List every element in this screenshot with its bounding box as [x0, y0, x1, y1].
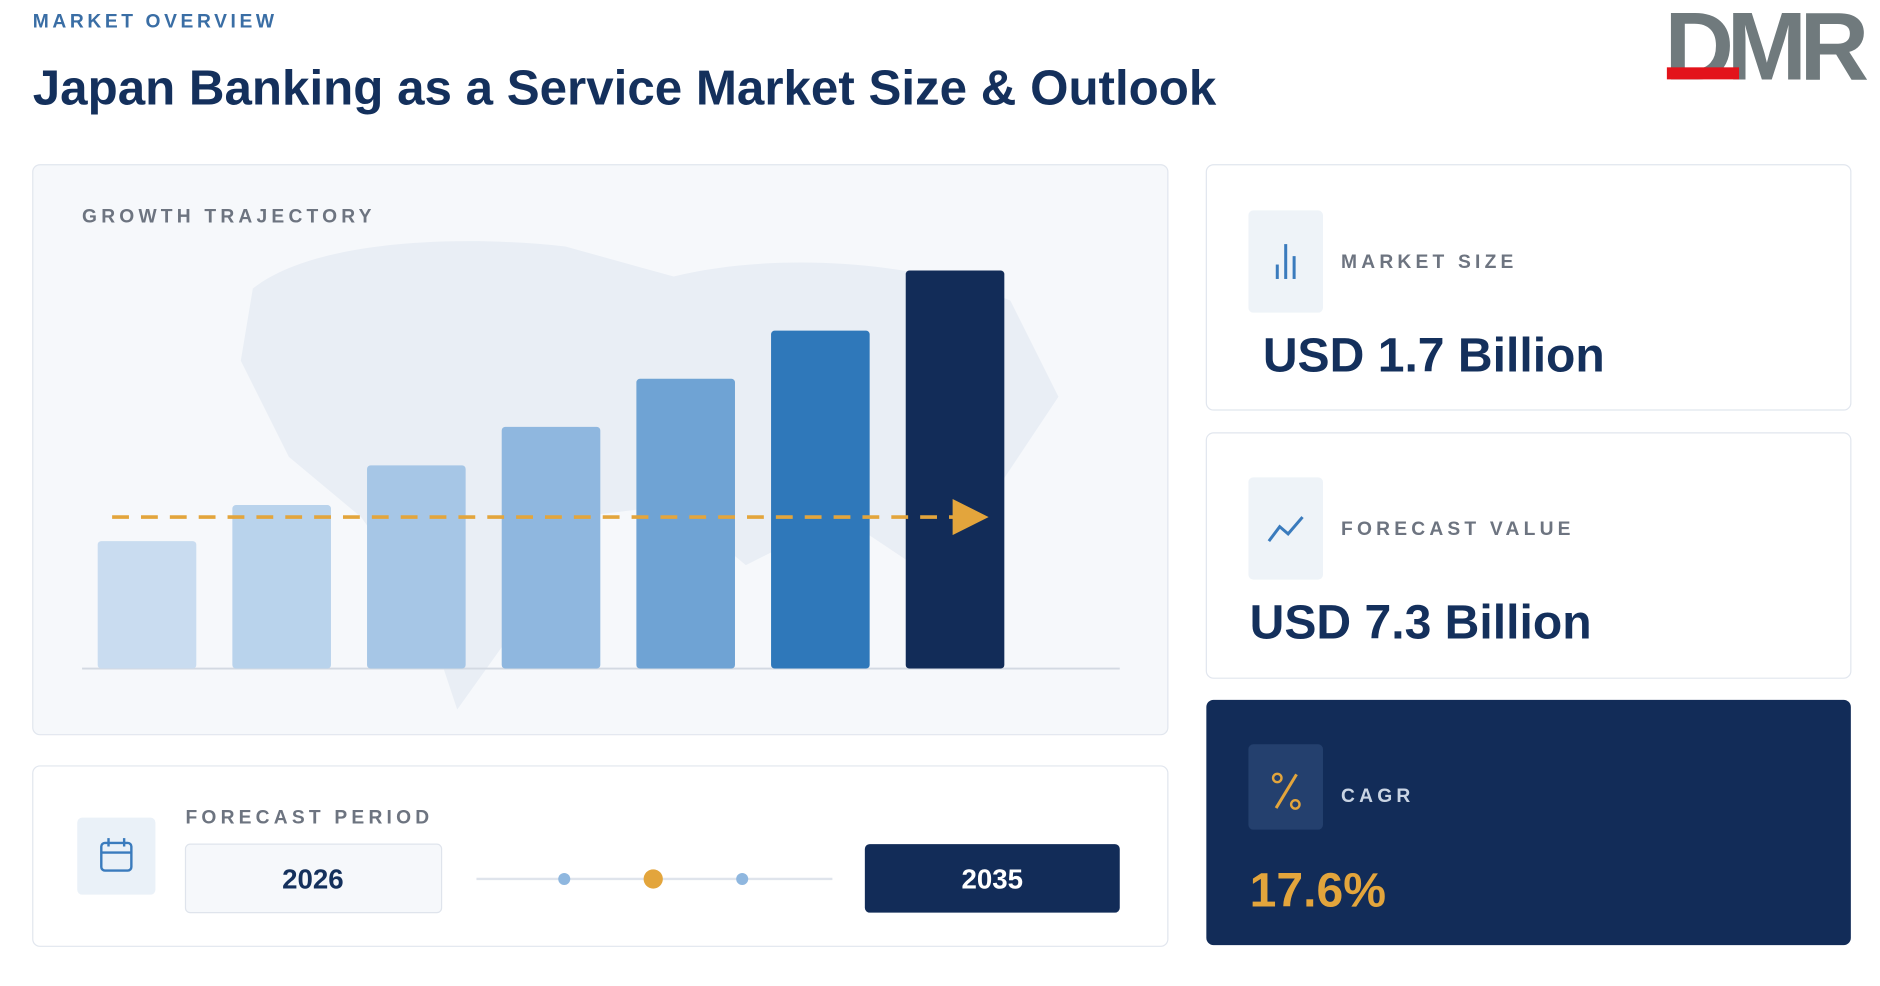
logo-accent — [1666, 67, 1740, 80]
bar — [636, 378, 735, 669]
timeline-dot — [736, 872, 749, 885]
timeline-dot — [643, 869, 663, 889]
bar-icon — [1275, 244, 1296, 279]
page-title: Japan Banking as a Service Market Size &… — [33, 61, 1217, 116]
metric-card — [1205, 432, 1852, 679]
trend-icon — [1267, 516, 1304, 542]
icon-bg — [1248, 477, 1323, 580]
percent-icon — [1271, 772, 1301, 810]
end-year: 2035 — [962, 864, 1024, 895]
icon-bg — [1248, 744, 1323, 830]
eyebrow: MARKET OVERVIEW — [33, 12, 278, 33]
bar — [771, 330, 870, 669]
calendar-icon — [100, 838, 133, 872]
start-box — [184, 843, 443, 914]
bar — [232, 505, 331, 669]
metric-card-highlight — [1206, 699, 1851, 946]
card-label: GROWTH TRAJECTORY — [82, 206, 376, 227]
bar — [97, 541, 197, 669]
end-box — [864, 844, 1120, 913]
timeline-dot — [558, 872, 571, 885]
bar — [501, 426, 601, 669]
start-year: 2026 — [282, 864, 344, 895]
bars — [97, 270, 1005, 669]
card-label: FORECAST PERIOD — [185, 808, 433, 829]
metric-value: USD 1.7 Billion — [1263, 329, 1605, 383]
metric-label: FORECAST VALUE — [1341, 519, 1575, 540]
calendar-icon-bg — [77, 817, 156, 895]
metric-label: MARKET SIZE — [1341, 252, 1518, 273]
metric-label: CAGR — [1341, 786, 1414, 807]
metric-card — [1205, 164, 1852, 411]
logo-text: DMR — [1664, 0, 1867, 100]
bar — [905, 270, 1005, 669]
metric-value: USD 7.3 Billion — [1250, 595, 1592, 649]
bar — [367, 465, 466, 669]
logo: DMR — [1664, 0, 1874, 100]
metric-value: 17.6% — [1250, 864, 1386, 918]
